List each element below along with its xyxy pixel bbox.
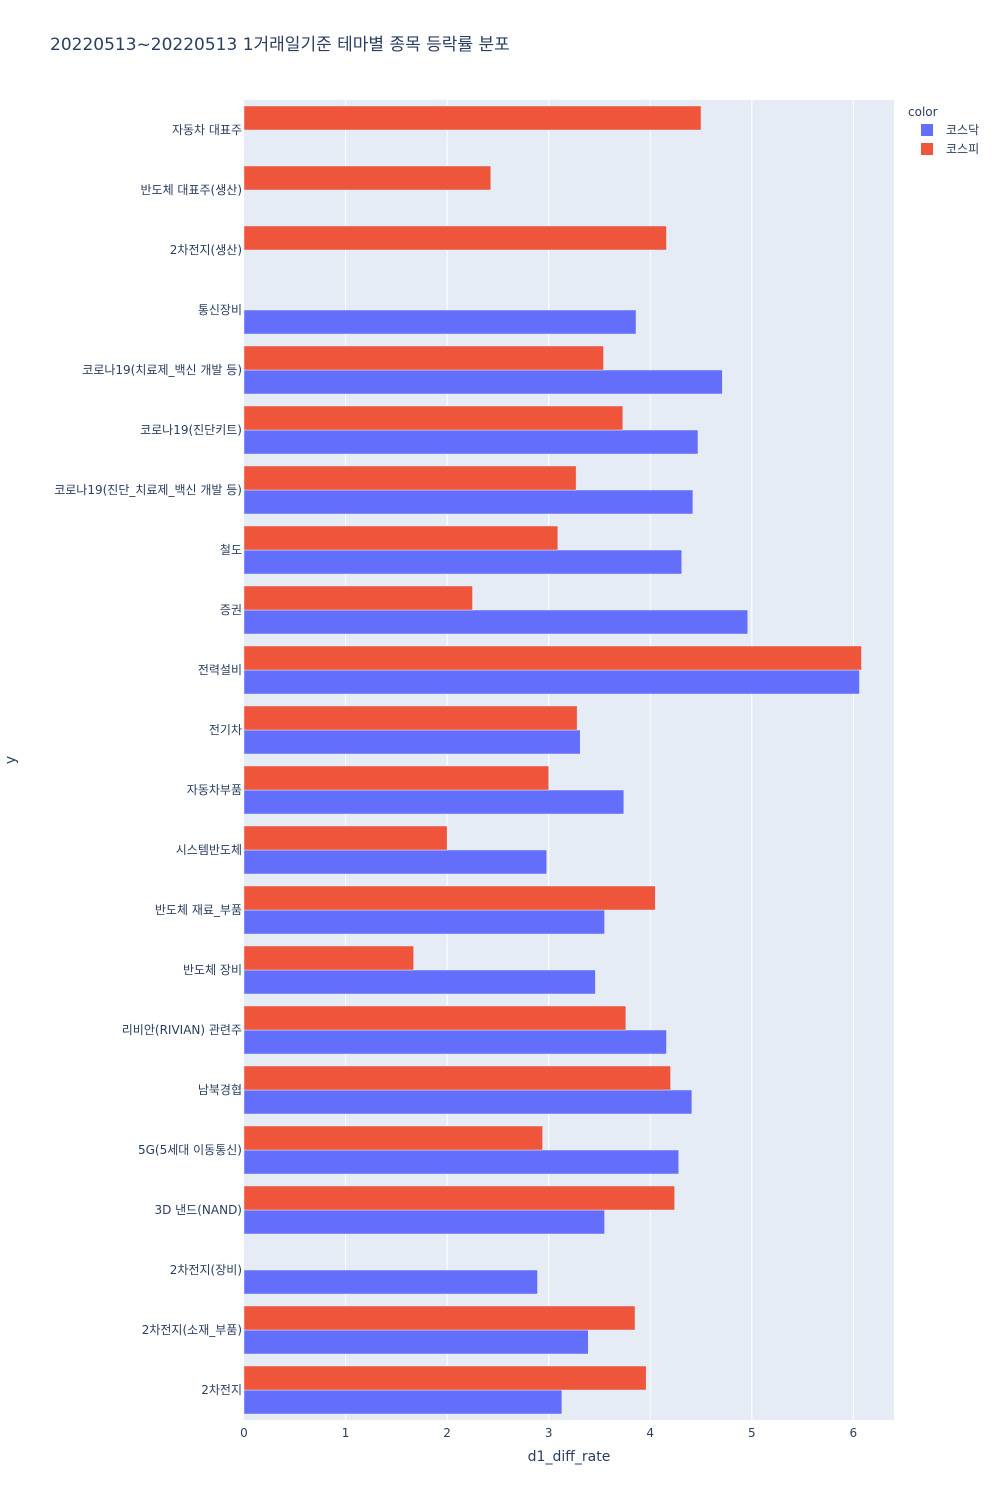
bar-kospi[interactable]	[243, 345, 604, 371]
bar-kospi[interactable]	[243, 945, 414, 971]
legend-item-kospi[interactable]: 코스피	[921, 142, 979, 156]
legend[interactable]: color 코스닥 코스피	[908, 105, 979, 156]
bar-layer	[243, 105, 862, 1415]
bar-kospi[interactable]	[243, 585, 473, 611]
y-tick-label: 2차전지(장비)	[170, 1263, 242, 1277]
y-tick-label: 반도체 대표주(생산)	[141, 183, 243, 197]
y-tick-label: 5G(5세대 이동통신)	[138, 1143, 242, 1157]
y-tick-label: 시스템반도체	[176, 843, 242, 857]
bar-kospi[interactable]	[243, 1305, 636, 1331]
y-tick-label: 3D 낸드(NAND)	[154, 1203, 242, 1217]
bar-kospi[interactable]	[243, 525, 559, 551]
bar-kospi[interactable]	[243, 645, 862, 671]
legend-title: color	[908, 105, 938, 119]
x-tick-label: 3	[545, 1426, 553, 1440]
y-tick-label: 리비안(RIVIAN) 관련주	[122, 1023, 242, 1037]
y-tick-label: 코로나19(진단_치료제_백신 개발 등)	[54, 483, 242, 497]
bar-kospi[interactable]	[243, 465, 577, 491]
bar-kospi[interactable]	[243, 705, 578, 731]
y-tick-label: 통신장비	[198, 303, 242, 317]
bar-kosdaq[interactable]	[243, 729, 581, 755]
bar-kospi[interactable]	[243, 885, 656, 911]
y-tick-label: 2차전지	[201, 1383, 242, 1397]
y-tick-label: 철도	[220, 543, 242, 557]
bar-kosdaq[interactable]	[243, 1389, 563, 1415]
x-tick-label: 5	[748, 1426, 756, 1440]
bar-kosdaq[interactable]	[243, 1149, 679, 1175]
bar-kospi[interactable]	[243, 165, 492, 191]
x-tick-label: 1	[342, 1426, 350, 1440]
bar-kospi[interactable]	[243, 825, 448, 851]
y-tick-label: 반도체 재료_부품	[155, 903, 242, 917]
legend-item-kosdaq[interactable]: 코스닥	[921, 123, 979, 137]
y-tick-label: 2차전지(생산)	[170, 243, 242, 257]
y-tick-label: 자동차 대표주	[172, 123, 242, 137]
x-tick-label: 0	[240, 1426, 248, 1440]
bar-kosdaq[interactable]	[243, 1269, 538, 1295]
x-tick-labels: 0 1 2 3 4 5 6	[240, 1426, 857, 1440]
y-tick-label: 코로나19(치료제_백신 개발 등)	[82, 363, 242, 377]
bar-kosdaq[interactable]	[243, 909, 605, 935]
bar-kosdaq[interactable]	[243, 489, 694, 515]
bar-kosdaq[interactable]	[243, 429, 699, 455]
y-tick-label: 자동차부품	[187, 783, 242, 797]
bar-kospi[interactable]	[243, 225, 667, 251]
bar-kospi[interactable]	[243, 1125, 543, 1151]
y-tick-label: 증권	[220, 603, 242, 617]
legend-swatch-kospi	[921, 143, 933, 155]
bar-kospi[interactable]	[243, 1005, 627, 1031]
bar-kosdaq[interactable]	[243, 549, 682, 575]
y-tick-label: 남북경협	[198, 1083, 242, 1097]
bar-kosdaq[interactable]	[243, 1209, 605, 1235]
bar-kosdaq[interactable]	[243, 849, 547, 875]
legend-swatch-kosdaq	[921, 124, 933, 136]
x-axis-title: d1_diff_rate	[528, 1449, 611, 1465]
bar-kospi[interactable]	[243, 1065, 671, 1091]
x-tick-label: 2	[443, 1426, 451, 1440]
y-tick-label: 코로나19(진단키트)	[140, 423, 242, 437]
y-tick-label: 전력설비	[198, 663, 242, 677]
x-tick-label: 4	[646, 1426, 654, 1440]
bar-kosdaq[interactable]	[243, 669, 860, 695]
bar-kospi[interactable]	[243, 105, 702, 131]
bar-kosdaq[interactable]	[243, 1329, 589, 1355]
bar-kosdaq[interactable]	[243, 369, 723, 395]
bar-kosdaq[interactable]	[243, 789, 625, 815]
bar-kospi[interactable]	[243, 1185, 675, 1211]
bar-kospi[interactable]	[243, 1365, 647, 1391]
x-tick-label: 6	[850, 1426, 858, 1440]
bar-kosdaq[interactable]	[243, 309, 637, 335]
bar-kospi[interactable]	[243, 405, 624, 431]
bar-kospi[interactable]	[243, 765, 549, 791]
legend-label-kospi: 코스피	[946, 142, 979, 156]
legend-label-kosdaq: 코스닥	[946, 123, 979, 137]
bar-kosdaq[interactable]	[243, 609, 748, 635]
chart-title: 20220513~20220513 1거래일기준 테마별 종목 등락률 분포	[50, 35, 510, 55]
y-axis-title: y	[3, 756, 19, 764]
y-tick-label: 반도체 장비	[183, 963, 242, 977]
y-tick-label: 전기차	[209, 723, 242, 737]
y-tick-label: 2차전지(소재_부품)	[142, 1323, 242, 1337]
bar-kosdaq[interactable]	[243, 1029, 667, 1055]
bar-kosdaq[interactable]	[243, 1089, 693, 1115]
bar-kosdaq[interactable]	[243, 969, 596, 995]
